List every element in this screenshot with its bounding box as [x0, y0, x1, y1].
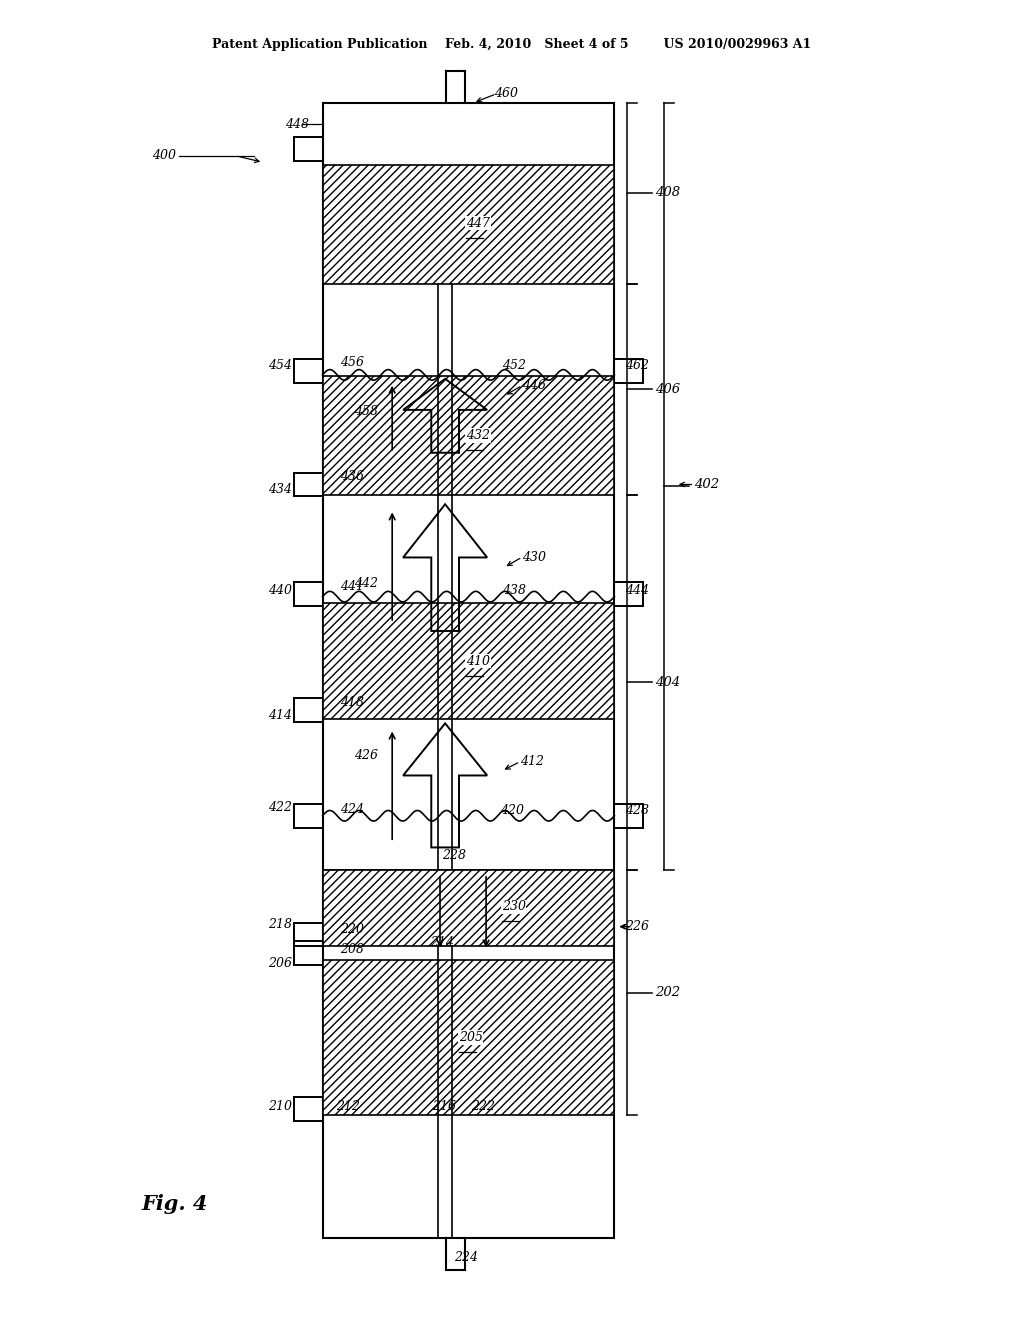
- Text: 447: 447: [466, 216, 489, 230]
- Text: 414: 414: [268, 709, 292, 722]
- Text: 400: 400: [152, 149, 175, 162]
- Text: 206: 206: [268, 957, 292, 970]
- Text: 224: 224: [454, 1251, 477, 1265]
- Text: 458: 458: [354, 405, 378, 418]
- Text: 432: 432: [466, 429, 489, 442]
- Text: 430: 430: [522, 550, 546, 564]
- Text: 220: 220: [340, 923, 364, 936]
- Text: 412: 412: [520, 755, 544, 768]
- Text: Fig. 4: Fig. 4: [141, 1193, 208, 1214]
- Text: 408: 408: [655, 186, 681, 199]
- Text: 438: 438: [502, 583, 525, 597]
- Text: 448: 448: [285, 117, 308, 131]
- Text: 205: 205: [459, 1031, 482, 1044]
- Bar: [323, 376, 614, 495]
- Text: 462: 462: [625, 359, 648, 372]
- Text: 418: 418: [340, 696, 364, 709]
- Text: 214: 214: [430, 936, 454, 949]
- Text: 441: 441: [340, 579, 364, 593]
- Text: 420: 420: [500, 804, 523, 817]
- Text: 406: 406: [655, 383, 681, 396]
- Text: 212: 212: [336, 1100, 359, 1113]
- Text: 434: 434: [268, 483, 292, 496]
- Text: 208: 208: [340, 942, 364, 956]
- Text: Patent Application Publication    Feb. 4, 2010   Sheet 4 of 5        US 2010/002: Patent Application Publication Feb. 4, 2…: [212, 38, 812, 51]
- Text: 202: 202: [655, 986, 681, 999]
- Text: 442: 442: [354, 577, 378, 590]
- Text: 446: 446: [522, 379, 546, 392]
- Bar: [323, 165, 614, 284]
- Bar: [323, 960, 614, 1115]
- Text: 402: 402: [694, 478, 720, 491]
- Text: 424: 424: [340, 803, 364, 816]
- Text: 210: 210: [268, 1100, 292, 1113]
- Text: 460: 460: [494, 87, 517, 100]
- Text: 218: 218: [268, 917, 292, 931]
- Text: 454: 454: [268, 359, 292, 372]
- Text: 456: 456: [340, 356, 364, 370]
- Text: 426: 426: [354, 748, 378, 762]
- Text: 226: 226: [625, 920, 648, 933]
- Text: 436: 436: [340, 470, 364, 483]
- Text: 404: 404: [655, 676, 681, 689]
- Text: 428: 428: [625, 804, 648, 817]
- Text: 222: 222: [471, 1100, 495, 1113]
- Bar: [323, 603, 614, 719]
- Bar: [323, 103, 614, 1238]
- Text: 410: 410: [466, 655, 489, 668]
- Text: 228: 228: [442, 849, 466, 862]
- Text: 422: 422: [268, 801, 292, 814]
- Text: 452: 452: [502, 359, 525, 372]
- Text: 440: 440: [268, 583, 292, 597]
- Text: 216: 216: [432, 1100, 456, 1113]
- Text: 230: 230: [502, 900, 525, 913]
- Bar: [323, 870, 614, 946]
- Text: 444: 444: [625, 583, 648, 597]
